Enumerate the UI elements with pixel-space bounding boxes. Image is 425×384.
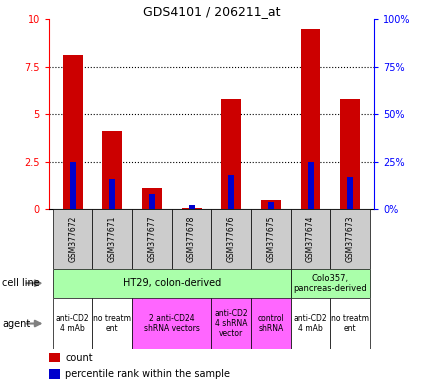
Bar (172, 209, 212, 269)
Bar (330, 209, 370, 269)
Bar (102, 131, 122, 209)
Bar (53, 298, 93, 349)
Bar (221, 99, 241, 209)
Text: HT29, colon-derived: HT29, colon-derived (123, 278, 221, 288)
Text: GSM377677: GSM377677 (147, 216, 156, 262)
Text: cell line: cell line (2, 278, 40, 288)
Bar (142, 189, 162, 209)
Bar (132, 209, 172, 269)
Bar (189, 205, 195, 209)
Text: percentile rank within the sample: percentile rank within the sample (65, 369, 230, 379)
Text: GSM377674: GSM377674 (306, 216, 315, 262)
Text: GSM377675: GSM377675 (266, 216, 275, 262)
Text: GSM377673: GSM377673 (346, 216, 355, 262)
Bar (149, 194, 155, 209)
Bar (291, 209, 330, 269)
Text: anti-CD2
4 mAb: anti-CD2 4 mAb (56, 314, 90, 333)
Bar (251, 298, 291, 349)
Bar (308, 162, 314, 209)
Bar (70, 162, 76, 209)
Bar (268, 202, 274, 209)
Bar (109, 179, 115, 209)
Text: no treatm
ent: no treatm ent (331, 314, 369, 333)
Text: GSM377672: GSM377672 (68, 216, 77, 262)
Bar (49, 353, 60, 362)
Bar (132, 298, 212, 349)
Bar (261, 200, 281, 209)
Text: GSM377671: GSM377671 (108, 216, 117, 262)
Text: 2 anti-CD24
shRNA vectors: 2 anti-CD24 shRNA vectors (144, 314, 200, 333)
Bar (340, 99, 360, 209)
Bar (212, 209, 251, 269)
Bar (300, 29, 320, 209)
Text: GSM377678: GSM377678 (187, 216, 196, 262)
Bar (212, 298, 251, 349)
Bar (291, 269, 370, 298)
Bar (291, 298, 330, 349)
Bar (228, 175, 234, 209)
Text: anti-CD2
4 mAb: anti-CD2 4 mAb (294, 314, 327, 333)
Bar (330, 298, 370, 349)
Text: count: count (65, 353, 93, 362)
Bar (49, 369, 60, 379)
Text: GSM377676: GSM377676 (227, 216, 236, 262)
Bar (53, 209, 93, 269)
Bar (347, 177, 353, 209)
Text: Colo357,
pancreas-derived: Colo357, pancreas-derived (294, 273, 367, 293)
Text: anti-CD2
4 shRNA
vector: anti-CD2 4 shRNA vector (215, 309, 248, 338)
Bar (53, 269, 291, 298)
Text: control
shRNA: control shRNA (258, 314, 284, 333)
Title: GDS4101 / 206211_at: GDS4101 / 206211_at (143, 5, 280, 18)
Bar (93, 209, 132, 269)
Bar (93, 298, 132, 349)
Bar (63, 55, 82, 209)
Text: agent: agent (2, 318, 30, 329)
Bar (251, 209, 291, 269)
Text: no treatm
ent: no treatm ent (94, 314, 131, 333)
